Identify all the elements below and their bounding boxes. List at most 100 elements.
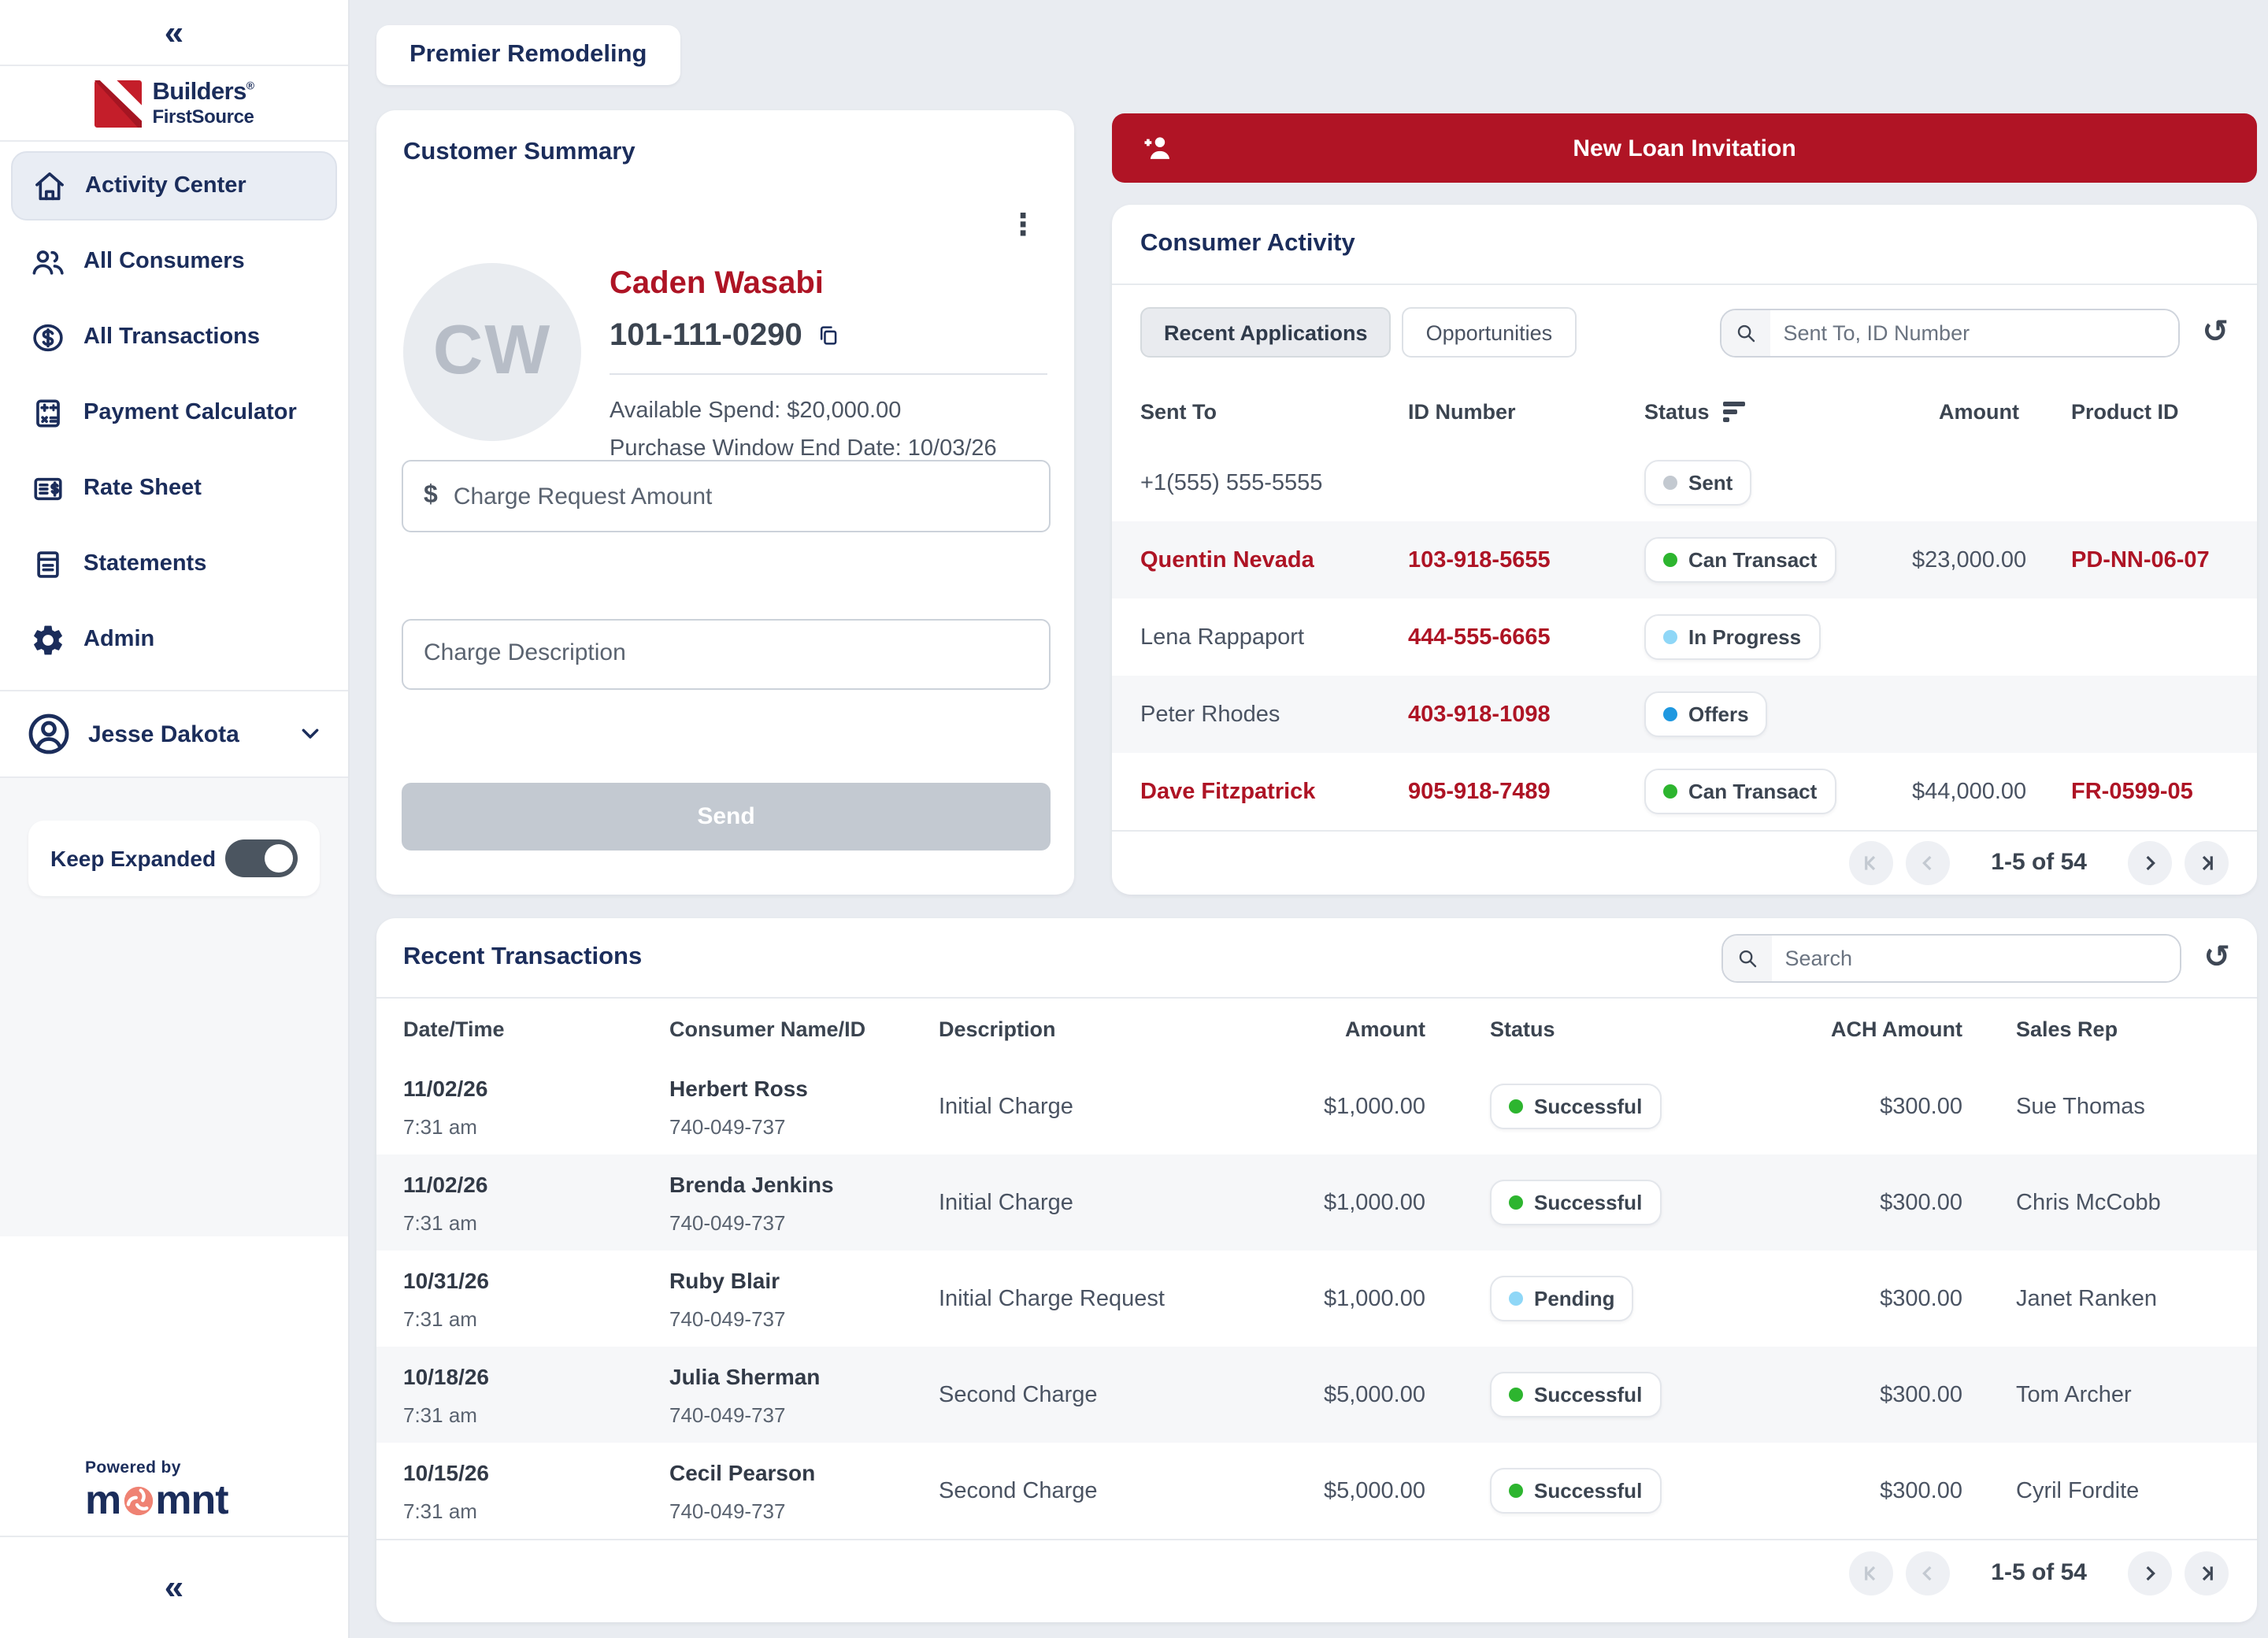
keep-expanded-toggle[interactable] [225,839,298,877]
sidebar: « Builders® FirstSource Activity Center A… [0,0,350,1638]
status-badge: In Progress [1644,614,1821,660]
last-page-button[interactable] [2185,840,2229,884]
transactions-search-input[interactable] [1772,935,2181,980]
table-row[interactable]: 10/15/26 7:31 am Cecil Pearson 740-049-737 S… [376,1443,2257,1539]
user-avatar-icon [28,713,69,754]
cell-date-time: 10/15/26 7:31 am [403,1459,489,1522]
momnt-swirl-icon [124,1486,153,1516]
sidebar-item-label: Activity Center [85,173,246,198]
sidebar-item-activity-center[interactable]: Activity Center [11,151,337,220]
cell-id-number: 905-918-7489 [1408,779,1551,804]
customer-phone: 101-111-0290 [610,317,802,353]
transactions-table-header: Date/Time Consumer Name/ID Description Amou… [376,999,2257,1058]
cell-status: Can Transact [1644,537,1912,583]
statements-icon [37,550,59,577]
search-icon [1721,309,1771,355]
cell-product-id: PD-NN-06-07 [2071,547,2210,573]
copy-icon[interactable] [817,324,842,349]
table-row[interactable]: Peter Rhodes 403-918-1098 Offers [1112,676,2257,753]
charge-description-field [402,619,1051,690]
sidebar-item-statements[interactable]: Statements [11,529,337,598]
activity-pagination: 1-5 of 54 [1112,830,2257,893]
filter-icon[interactable] [1723,402,1746,422]
sidebar-gray-section: Keep Expanded [0,778,348,1236]
calculator-icon [36,398,60,427]
table-row[interactable]: Lena Rappaport 444-555-6665 In Progress [1112,598,2257,676]
cell-consumer: Cecil Pearson 740-049-737 [669,1459,816,1522]
column-header-date-time: Date/Time [403,1017,505,1040]
sidebar-item-all-transactions[interactable]: All Transactions [11,302,337,372]
next-page-button[interactable] [2128,1551,2172,1595]
collapse-left-icon: « [164,12,184,51]
table-row[interactable]: 11/02/26 7:31 am Brenda Jenkins 740-049-737… [376,1154,2257,1251]
cell-status: Successful [1490,1084,1742,1129]
new-loan-invitation-button[interactable]: New Loan Invitation [1112,113,2257,183]
keep-expanded-label: Keep Expanded [50,846,217,871]
sidebar-item-label: Admin [83,627,155,652]
cell-product-id: FR-0599-05 [2071,779,2193,804]
search-icon [1723,935,1773,980]
sidebar-item-payment-calculator[interactable]: Payment Calculator [11,378,337,447]
main-content: Premier Remodeling Customer Summary ⋮ CW… [350,0,2268,1638]
cell-amount: $44,000.00 [1912,779,2027,804]
company-tab[interactable]: Premier Remodeling [376,25,680,85]
cell-ach-amount: $300.00 [1880,1286,1962,1311]
charge-request-amount-field: $ [402,460,1051,532]
gear-icon [34,624,62,654]
user-menu[interactable]: Jesse Dakota [0,691,348,776]
status-dot-icon [1663,476,1677,490]
next-page-button[interactable] [2128,840,2172,884]
charge-description-input[interactable] [424,639,1028,666]
reset-search-icon[interactable]: ↺ [2203,940,2230,975]
cell-ach-amount: $300.00 [1880,1478,1962,1503]
sidebar-item-label: All Consumers [83,249,245,274]
toggle-knob [265,844,293,873]
transactions-pagination: 1-5 of 54 [376,1539,2257,1605]
cell-description: Initial Charge Request [939,1286,1165,1311]
cell-amount: $1,000.00 [1323,1286,1425,1311]
send-button[interactable]: Send [402,783,1051,850]
charge-request-amount-input[interactable] [453,483,1028,510]
cell-sent-to: Peter Rhodes [1140,702,1280,727]
sidebar-collapse-bottom-button[interactable]: « [0,1536,348,1638]
prev-page-button[interactable] [1906,840,1951,884]
powered-by-label: Powered by [85,1458,181,1477]
table-row[interactable]: +1(555) 555-5555 Sent [1112,444,2257,521]
cell-description: Initial Charge [939,1094,1073,1119]
table-row[interactable]: 10/18/26 7:31 am Julia Sherman 740-049-737 S… [376,1347,2257,1443]
kebab-menu-icon[interactable]: ⋮ [1008,209,1038,243]
column-header-amount: Amount [1345,1017,1425,1040]
sidebar-collapse-button[interactable]: « [0,0,348,66]
transactions-table-body: 11/02/26 7:31 am Herbert Ross 740-049-737 In… [376,1058,2257,1539]
table-row[interactable]: Quentin Nevada 103-918-5655 Can Transact $2… [1112,521,2257,598]
table-row[interactable]: 11/02/26 7:31 am Herbert Ross 740-049-737 In… [376,1058,2257,1154]
table-row[interactable]: Dave Fitzpatrick 905-918-7489 Can Transact… [1112,753,2257,830]
prev-page-button[interactable] [1906,1551,1951,1595]
column-header-ach-amount: ACH Amount [1831,1017,1962,1040]
sidebar-item-rate-sheet[interactable]: Rate Sheet [11,454,337,523]
momnt-logo: m mnt [85,1476,229,1523]
status-dot-icon [1663,630,1677,644]
first-page-button[interactable] [1849,840,1894,884]
tab-recent-applications[interactable]: Recent Applications [1140,307,1392,358]
column-header-sales-rep: Sales Rep [2016,1017,2118,1040]
column-header-sent-to: Sent To [1140,400,1217,424]
transactions-search [1721,933,2182,982]
cell-description: Second Charge [939,1382,1098,1407]
powered-by-momnt: Powered by m mnt [0,1236,348,1536]
last-page-button[interactable] [2185,1551,2229,1595]
reset-search-icon[interactable]: ↺ [2202,315,2229,350]
sidebar-item-admin[interactable]: Admin [11,605,337,674]
table-row[interactable]: 10/31/26 7:31 am Ruby Blair 740-049-737 Init… [376,1251,2257,1347]
cell-sales-rep: Cyril Fordite [2016,1478,2140,1503]
first-page-button[interactable] [1849,1551,1894,1595]
cell-status: Successful [1490,1468,1742,1514]
cell-consumer: Ruby Blair 740-049-737 [669,1267,786,1330]
firstsource-wordmark: FirstSource [152,105,254,128]
activity-search-input[interactable] [1770,309,2179,355]
tab-opportunities[interactable]: Opportunities [1402,307,1577,358]
sidebar-item-all-consumers[interactable]: All Consumers [11,227,337,296]
pagination-range: 1-5 of 54 [1991,849,2087,876]
activity-tabs: Recent Applications Opportunities [1140,307,1577,358]
sidebar-item-label: Payment Calculator [83,400,297,425]
